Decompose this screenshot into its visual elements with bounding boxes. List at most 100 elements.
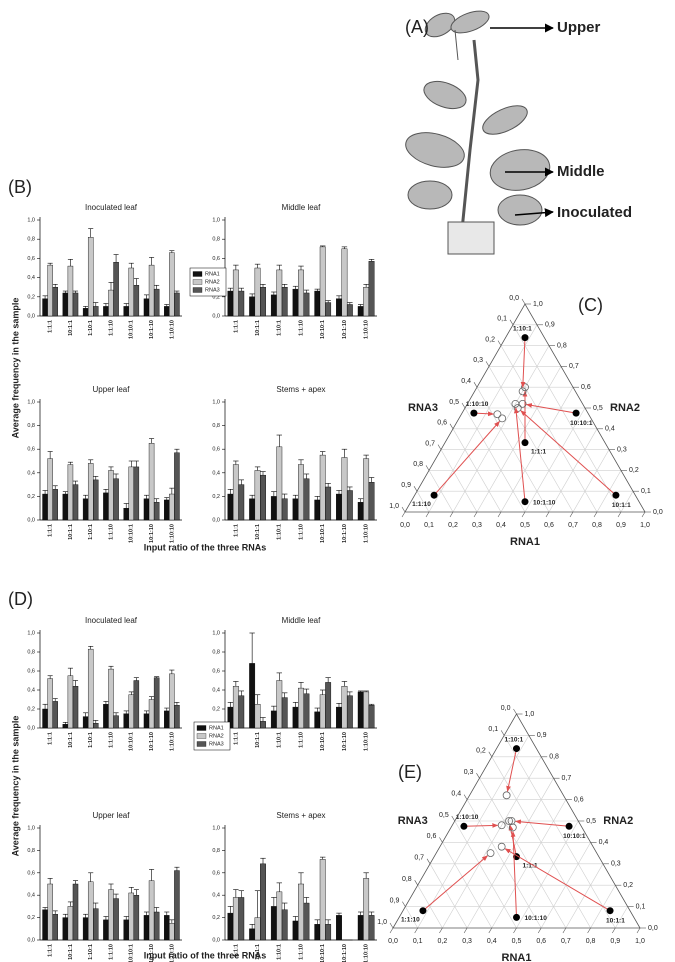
bar [254,470,261,521]
tick [476,773,480,779]
bar [325,924,332,941]
x-tick-label: 1:10:1 [88,944,94,960]
y-tick-label: 1,0 [27,217,35,223]
input-point [521,439,529,447]
bar [67,265,74,317]
shift-arrow [504,848,611,912]
bar [153,677,160,729]
bar [143,498,150,521]
tick [414,927,418,934]
bar [314,290,321,317]
y-tick-label: 0,4 [27,687,35,693]
y-tick-label: 0,2 [27,494,35,500]
bar [363,458,370,521]
bar [368,705,375,729]
x-tick-label: 1:1:1 [233,524,239,537]
y-tick-label: 0,2 [27,915,35,921]
bar [341,686,348,729]
x-tick-label: 10:1:1 [68,944,74,960]
bar [42,493,48,521]
tick-label: 0,3 [464,769,474,776]
x-tick-label: 1:10:10 [169,732,175,751]
x-tick-label: 1:1:1 [48,732,54,745]
x-tick-label: 1:1:10 [298,524,304,540]
bar [108,668,114,729]
tick [401,511,406,518]
x-tick-label: 1:10:10 [364,732,370,751]
tick-label: 0,6 [544,522,554,529]
tick [636,927,641,934]
y-tick-label: 0,8 [212,237,220,243]
x-axis-label: Input ratio of the three RNAs [144,950,267,960]
y-tick-label: 0,4 [27,470,35,476]
input-label: 1:10:10 [456,814,479,821]
bar [128,267,135,317]
input-point [513,745,520,753]
bar [128,892,135,941]
input-point [513,913,520,921]
panel-label: (C) [578,295,603,315]
bar [368,482,375,521]
tick-label: 1,0 [377,919,387,926]
tick [402,901,406,907]
y-tick-label: 0,4 [27,893,35,899]
tick-label: 0,8 [592,522,602,529]
input-label: 1:1:10 [401,916,420,923]
tick [593,511,598,518]
x-tick-label: 10:1:10 [149,732,155,751]
bar [227,290,234,317]
tick [414,880,418,886]
bar [325,302,332,317]
bar [52,489,58,521]
input-label: 1:10:1 [505,736,524,743]
grid-line [479,778,567,929]
x-tick-label: 1:10:10 [169,320,175,339]
bar [42,708,48,729]
input-point [460,822,468,830]
tick-label: 0,5 [593,405,603,412]
tick [451,815,456,822]
tick-label: 0,2 [623,882,633,889]
bar [298,269,304,317]
grid-line [548,428,598,513]
output-point [507,817,516,825]
y-tick-label: 1,0 [212,217,220,223]
bar [254,267,261,317]
bar [133,285,140,317]
tick [500,730,505,736]
y-tick-label: 0,8 [212,423,220,429]
x-tick-label: 10:10:1 [320,944,326,962]
tick [437,444,442,450]
grid-line [405,906,418,929]
input-point [470,409,478,417]
tick-label: 0,0 [509,295,519,302]
tick [509,319,514,325]
input-point [612,491,620,499]
tick [463,794,468,800]
x-tick-label: 10:1:10 [342,524,348,543]
chart-title: Middle leaf [282,203,321,212]
input-label: 10:1:10 [525,915,548,922]
grid-line [417,885,443,929]
tick-label: 1,0 [525,711,535,718]
y-tick-label: 0,2 [212,494,220,500]
input-label: 10:10:1 [563,833,586,840]
bar [260,863,266,941]
bar [270,906,277,941]
bar [143,915,150,941]
bar [62,292,69,317]
y-tick-label: 0,0 [212,517,220,523]
tick-label: 0,5 [520,522,530,529]
tick [439,837,443,843]
y-tick-label: 0,4 [212,470,220,476]
bar [148,880,155,941]
legend-label: RNA3 [209,741,224,747]
panel-label: (B) [8,177,32,197]
x-tick-label: 1:1:10 [108,944,114,960]
x-tick-label: 1:1:1 [48,944,54,957]
bar [238,897,245,941]
bar [281,498,288,521]
tick-label: 0,9 [390,897,400,904]
x-tick-label: 1:10:10 [364,524,370,543]
legend-swatch [192,287,203,293]
